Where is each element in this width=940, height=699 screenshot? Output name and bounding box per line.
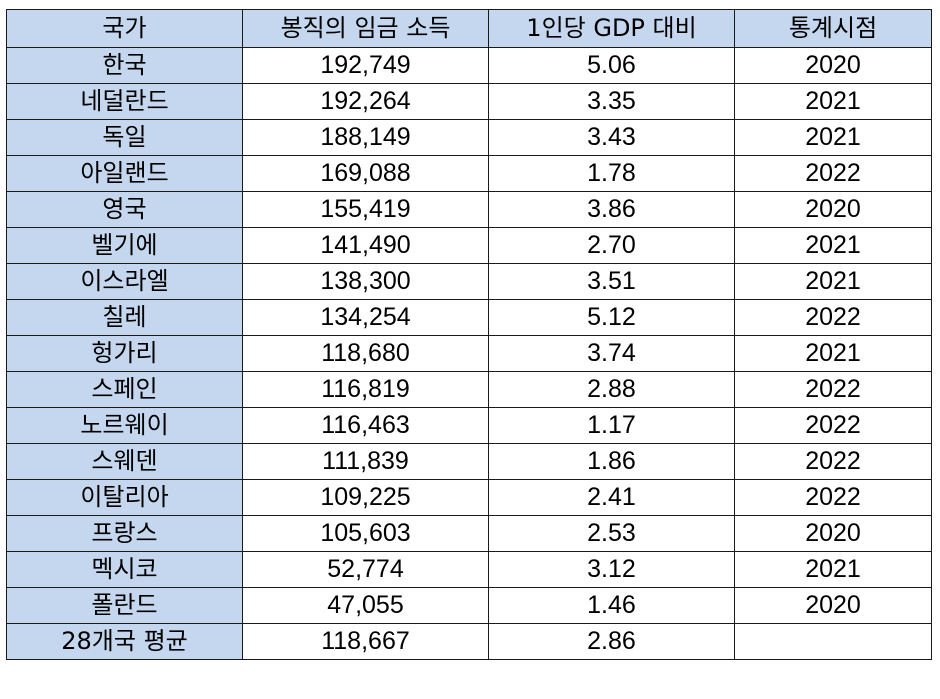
stat-year-cell: 2022	[734, 371, 932, 408]
header-row: 국가 봉직의 임금 소득 1인당 GDP 대비 통계시점	[6, 9, 932, 48]
gdp-ratio-cell: 3.43	[488, 119, 735, 156]
gdp-ratio-cell: 3.51	[488, 263, 735, 300]
stat-year-cell: 2021	[734, 83, 932, 120]
salary-income-cell: 134,254	[242, 299, 489, 336]
table-row: 멕시코 52,774 3.12 2021	[6, 551, 932, 588]
stat-year-cell: 2022	[734, 479, 932, 516]
country-cell: 멕시코	[6, 551, 243, 588]
gdp-ratio-cell: 3.74	[488, 335, 735, 372]
country-cell: 칠레	[6, 299, 243, 336]
salary-income-cell: 138,300	[242, 263, 489, 300]
country-cell: 독일	[6, 119, 243, 156]
table-row: 프랑스 105,603 2.53 2020	[6, 515, 932, 552]
stat-year-cell: 2020	[734, 47, 932, 84]
gdp-ratio-cell: 2.88	[488, 371, 735, 408]
salary-income-cell: 109,225	[242, 479, 489, 516]
stat-year-cell: 2021	[734, 119, 932, 156]
country-cell: 벨기에	[6, 227, 243, 264]
table-row: 한국 192,749 5.06 2020	[6, 47, 932, 84]
table-row: 노르웨이 116,463 1.17 2022	[6, 407, 932, 444]
gdp-ratio-cell: 1.17	[488, 407, 735, 444]
stat-year-cell: 2020	[734, 587, 932, 624]
salary-income-cell: 116,463	[242, 407, 489, 444]
gdp-ratio-cell: 1.46	[488, 587, 735, 624]
gdp-ratio-cell: 3.35	[488, 83, 735, 120]
table-row: 스페인 116,819 2.88 2022	[6, 371, 932, 408]
gdp-ratio-cell: 5.12	[488, 299, 735, 336]
salary-income-cell: 192,749	[242, 47, 489, 84]
salary-income-cell: 188,149	[242, 119, 489, 156]
gdp-ratio-cell: 5.06	[488, 47, 735, 84]
gdp-ratio-cell: 2.53	[488, 515, 735, 552]
header-country: 국가	[6, 9, 243, 48]
gdp-ratio-cell: 1.78	[488, 155, 735, 192]
country-cell: 헝가리	[6, 335, 243, 372]
country-cell: 아일랜드	[6, 155, 243, 192]
stat-year-cell: 2022	[734, 155, 932, 192]
stat-year-cell: 2021	[734, 335, 932, 372]
country-cell: 28개국 평균	[6, 623, 243, 660]
table-row: 칠레 134,254 5.12 2022	[6, 299, 932, 336]
salary-income-cell: 52,774	[242, 551, 489, 588]
gdp-ratio-cell: 3.12	[488, 551, 735, 588]
country-cell: 네덜란드	[6, 83, 243, 120]
salary-income-cell: 47,055	[242, 587, 489, 624]
header-gdp-ratio: 1인당 GDP 대비	[488, 9, 735, 48]
stat-year-cell: 2022	[734, 299, 932, 336]
country-cell: 스페인	[6, 371, 243, 408]
salary-income-cell: 169,088	[242, 155, 489, 192]
salary-income-cell: 105,603	[242, 515, 489, 552]
salary-income-cell: 116,819	[242, 371, 489, 408]
table-row: 이탈리아 109,225 2.41 2022	[6, 479, 932, 516]
country-cell: 프랑스	[6, 515, 243, 552]
stat-year-cell: 2021	[734, 227, 932, 264]
country-cell: 한국	[6, 47, 243, 84]
stat-year-cell: 2022	[734, 443, 932, 480]
salary-income-cell: 118,680	[242, 335, 489, 372]
gdp-ratio-cell: 1.86	[488, 443, 735, 480]
country-cell: 이스라엘	[6, 263, 243, 300]
gdp-ratio-cell: 3.86	[488, 191, 735, 228]
salary-income-cell: 111,839	[242, 443, 489, 480]
table-row: 폴란드 47,055 1.46 2020	[6, 587, 932, 624]
gdp-ratio-cell: 2.86	[488, 623, 735, 660]
data-table: 국가 봉직의 임금 소득 1인당 GDP 대비 통계시점 한국 192,749 5.…	[6, 9, 932, 660]
gdp-ratio-cell: 2.41	[488, 479, 735, 516]
table-row: 28개국 평균 118,667 2.86	[6, 623, 932, 660]
header-stat-year: 통계시점	[734, 9, 932, 48]
salary-income-cell: 118,667	[242, 623, 489, 660]
header-salary-income: 봉직의 임금 소득	[242, 9, 489, 48]
salary-income-cell: 192,264	[242, 83, 489, 120]
stat-year-cell: 2021	[734, 551, 932, 588]
salary-income-cell: 141,490	[242, 227, 489, 264]
table-row: 네덜란드 192,264 3.35 2021	[6, 83, 932, 120]
country-cell: 영국	[6, 191, 243, 228]
stat-year-cell	[734, 623, 932, 660]
country-cell: 이탈리아	[6, 479, 243, 516]
country-cell: 폴란드	[6, 587, 243, 624]
salary-income-cell: 155,419	[242, 191, 489, 228]
table-row: 이스라엘 138,300 3.51 2021	[6, 263, 932, 300]
table-row: 영국 155,419 3.86 2020	[6, 191, 932, 228]
table-row: 아일랜드 169,088 1.78 2022	[6, 155, 932, 192]
stat-year-cell: 2020	[734, 191, 932, 228]
table-row: 벨기에 141,490 2.70 2021	[6, 227, 932, 264]
country-cell: 노르웨이	[6, 407, 243, 444]
country-cell: 스웨덴	[6, 443, 243, 480]
table-row: 독일 188,149 3.43 2021	[6, 119, 932, 156]
stat-year-cell: 2021	[734, 263, 932, 300]
stat-year-cell: 2020	[734, 515, 932, 552]
table-row: 헝가리 118,680 3.74 2021	[6, 335, 932, 372]
stat-year-cell: 2022	[734, 407, 932, 444]
table-row: 스웨덴 111,839 1.86 2022	[6, 443, 932, 480]
gdp-ratio-cell: 2.70	[488, 227, 735, 264]
